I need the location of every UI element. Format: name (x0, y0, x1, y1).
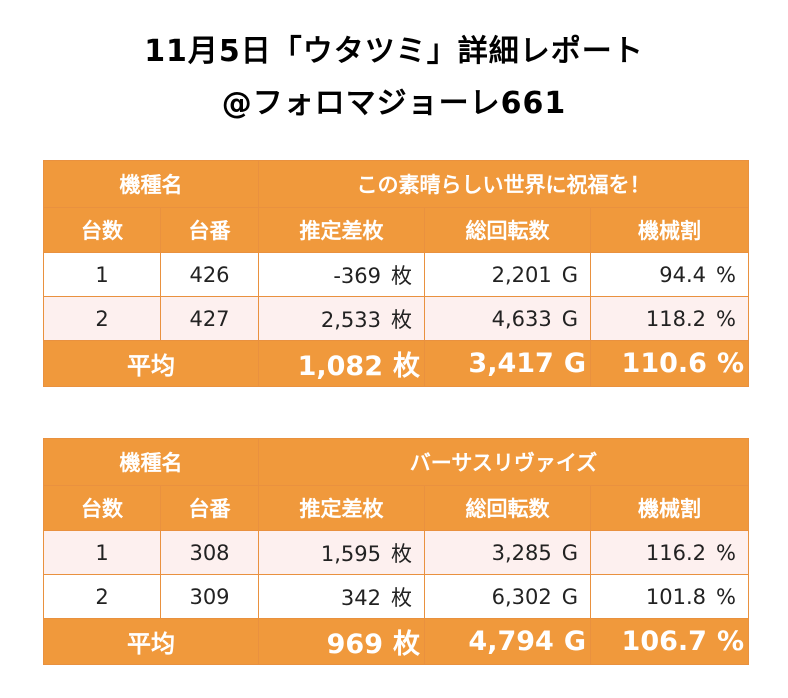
rate-cell: 101.8% (590, 574, 749, 619)
report-table-1: 機種名 この素晴らしい世界に祝福を！ 台数 台番 推定差枚 総回転数 機械割 1… (43, 160, 750, 387)
avg-diff-cell: 1,082 枚 (258, 340, 425, 387)
spins-cell: 4,633 G (424, 296, 591, 341)
spins-cell: 6,302 G (424, 574, 591, 619)
unit-count: 2 (43, 574, 161, 619)
machine-name-label: 機種名 (43, 438, 259, 486)
avg-rate-cell: 110.6% (589, 340, 750, 387)
avg-spins-cell: 3,417 G (424, 340, 591, 387)
table-header-row: 機種名 バーサスリヴァイズ (43, 438, 749, 486)
rate-value: 101.8 (645, 584, 707, 609)
coin-unit: 枚 (391, 263, 412, 288)
pct-unit: % (716, 262, 737, 287)
est-diff-cell: 2,533 枚 (258, 296, 425, 341)
est-diff-cell: 342 枚 (258, 574, 425, 619)
average-label: 平均 (43, 618, 259, 665)
avg-diff-cell: 969 枚 (258, 618, 425, 665)
spins-cell: 2,201 G (424, 252, 591, 297)
est-diff-value: 1,595 (320, 541, 381, 566)
col-est-diff: 推定差枚 (258, 207, 425, 253)
col-est-diff: 推定差枚 (258, 485, 425, 531)
spins-value: 6,302 (491, 584, 552, 609)
report-title: 11月5日「ウタツミ」詳細レポート (144, 34, 644, 69)
table-row: 1 426 -369 枚 2,201 G 94.4% (43, 252, 750, 297)
unit-no: 308 (160, 530, 259, 575)
col-total-spins: 総回転数 (424, 207, 591, 253)
coin-unit: 枚 (391, 307, 412, 332)
column-header-row: 台数 台番 推定差枚 総回転数 機械割 (43, 207, 750, 253)
spin-unit: G (561, 306, 578, 331)
report-author: @フォロマジョーレ661 (221, 86, 567, 121)
est-diff-cell: -369 枚 (258, 252, 425, 297)
table-row: 1 308 1,595 枚 3,285 G 116.2% (43, 530, 749, 575)
machine-name: バーサスリヴァイズ (258, 438, 749, 486)
est-diff-value: -369 (333, 263, 381, 288)
est-diff-value: 2,533 (320, 307, 381, 332)
col-unit-no: 台番 (160, 207, 259, 253)
col-payout-rate: 機械割 (590, 485, 749, 531)
spins-value: 3,285 (491, 540, 552, 565)
avg-spins-value: 3,417 (468, 348, 554, 379)
average-row: 平均 969 枚 4,794 G 106.7% (43, 618, 749, 665)
spin-unit: G (561, 262, 578, 287)
avg-rate-cell: 106.7% (590, 618, 749, 665)
table-header-row: 機種名 この素晴らしい世界に祝福を！ (43, 160, 750, 208)
spin-unit: G (561, 584, 578, 609)
spin-unit: G (563, 626, 586, 657)
avg-rate-value: 110.6 (621, 348, 707, 379)
unit-no: 427 (160, 296, 259, 341)
unit-count: 1 (43, 252, 161, 297)
avg-spins-value: 4,794 (468, 626, 554, 657)
unit-no: 426 (160, 252, 259, 297)
average-label: 平均 (43, 340, 259, 387)
coin-unit: 枚 (391, 585, 412, 610)
spins-value: 4,633 (491, 306, 552, 331)
rate-value: 118.2 (645, 306, 707, 331)
unit-no: 309 (160, 574, 259, 619)
column-header-row: 台数 台番 推定差枚 総回転数 機械割 (43, 485, 749, 531)
machine-name: この素晴らしい世界に祝福を！ (257, 160, 750, 208)
rate-value: 116.2 (645, 540, 707, 565)
avg-spins-cell: 4,794 G (424, 618, 591, 665)
unit-count: 1 (43, 530, 161, 575)
pct-unit: % (716, 540, 736, 565)
col-unit-count: 台数 (43, 485, 161, 531)
spins-cell: 3,285 G (424, 530, 591, 575)
rate-value: 94.4 (659, 262, 707, 287)
table-row: 2 309 342 枚 6,302 G 101.8% (43, 574, 749, 619)
avg-diff-value: 969 (326, 629, 383, 660)
est-diff-cell: 1,595 枚 (258, 530, 425, 575)
unit-count: 2 (43, 296, 161, 341)
pct-unit: % (716, 584, 736, 609)
rate-cell: 118.2% (589, 296, 750, 341)
rate-cell: 94.4% (589, 252, 750, 297)
col-unit-count: 台数 (43, 207, 161, 253)
spin-unit: G (561, 540, 578, 565)
coin-unit: 枚 (393, 351, 420, 382)
est-diff-value: 342 (340, 585, 381, 610)
coin-unit: 枚 (393, 629, 420, 660)
col-unit-no: 台番 (160, 485, 259, 531)
table-row: 2 427 2,533 枚 4,633 G 118.2% (43, 296, 750, 341)
spin-unit: G (563, 348, 586, 379)
pct-unit: % (716, 306, 737, 331)
machine-name-label: 機種名 (43, 160, 259, 208)
rate-cell: 116.2% (590, 530, 749, 575)
avg-diff-value: 1,082 (297, 351, 383, 382)
col-payout-rate: 機械割 (589, 207, 750, 253)
pct-unit: % (716, 626, 744, 657)
average-row: 平均 1,082 枚 3,417 G 110.6% (43, 340, 750, 387)
col-total-spins: 総回転数 (424, 485, 591, 531)
pct-unit: % (716, 348, 745, 379)
avg-rate-value: 106.7 (621, 626, 707, 657)
coin-unit: 枚 (391, 541, 412, 566)
report-table-2: 機種名 バーサスリヴァイズ 台数 台番 推定差枚 総回転数 機械割 1 308 … (43, 438, 749, 665)
spins-value: 2,201 (491, 262, 552, 287)
